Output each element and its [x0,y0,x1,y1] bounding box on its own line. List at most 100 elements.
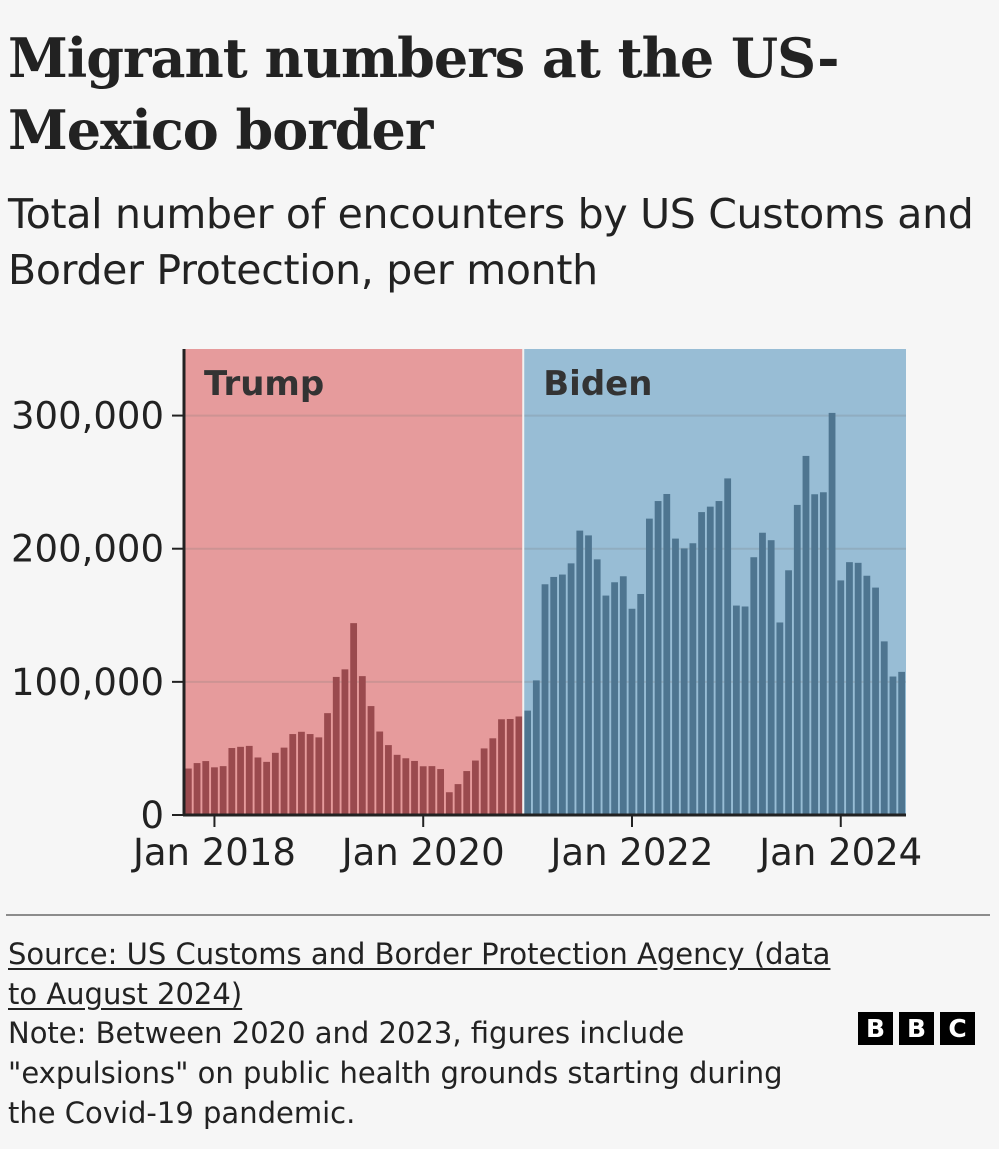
bar [428,766,436,815]
chart-title: Migrant numbers at the US-Mexico border [8,26,840,162]
y-tick-label: 0 [140,794,164,837]
bar [489,738,497,815]
logo-letter-2: B [899,1012,934,1045]
bar [550,576,558,815]
bar [280,747,288,815]
bar [811,494,819,815]
period-label-trump: Trump [204,364,324,404]
source-link[interactable]: Source: US Customs and Border Protection… [8,937,831,1011]
bar [237,746,244,815]
bar [837,580,845,815]
bar [289,734,297,815]
bar [898,671,906,815]
bar [437,769,445,815]
bar [506,719,514,815]
bbc-logo: B B C [858,1012,975,1045]
bar [802,455,810,815]
bar [672,538,679,815]
bar [567,563,575,815]
bar [271,752,279,815]
bar [559,574,566,815]
bar [880,641,888,815]
bar [767,540,775,815]
bar [846,562,853,815]
bar [776,622,784,815]
bar [532,680,540,815]
footnote: Note: Between 2020 and 2023, figures inc… [8,1016,783,1130]
bar [245,745,253,815]
bar [385,745,392,815]
bar [463,771,471,815]
bar [576,530,584,815]
bar [828,412,836,815]
bar [854,562,862,815]
bar [472,760,479,815]
bar [480,748,488,815]
x-tick-label: Jan 2024 [757,831,922,874]
bar [732,605,740,815]
bar [202,761,210,815]
bar [689,543,697,815]
bar [724,478,732,815]
bar [419,766,427,815]
bar [498,719,505,815]
bar [663,493,671,815]
bar [193,763,201,815]
bar [698,512,705,815]
bar [750,557,758,815]
bar [298,731,305,815]
bar [228,748,236,815]
bar [341,669,349,815]
bar [211,767,218,815]
bar [645,518,653,815]
bar [602,595,610,815]
bar [593,559,601,815]
y-tick-label: 300,000 [11,395,164,438]
bar [445,792,453,815]
bar [706,506,714,815]
bar [254,757,262,815]
footer-divider [6,914,990,916]
bar [654,501,662,815]
bar [358,676,366,815]
bar [680,548,688,815]
bar [585,535,592,815]
bar [402,758,410,815]
period-label-biden: Biden [543,364,652,404]
bar [637,593,645,815]
bar [889,676,897,815]
y-tick-label: 200,000 [11,528,164,571]
x-tick-label: Jan 2020 [340,831,505,874]
bar [306,734,314,815]
bar [515,716,523,815]
bar [350,623,358,815]
bar [184,768,192,815]
bar [759,532,766,815]
bar [367,706,375,815]
logo-letter-1: B [858,1012,893,1045]
bar [741,606,749,815]
bar [863,575,871,815]
bar-chart: Trump Biden 0 100,000 200,000 300,000 Jan 2018… [11,349,922,874]
chart-subtitle: Total number of encounters by US Customs… [8,190,974,294]
y-tick-label: 100,000 [11,661,164,704]
bar [332,676,340,815]
bar [411,760,418,815]
x-tick-label: Jan 2018 [131,831,296,874]
bar [715,501,723,815]
bar [263,761,271,815]
bar [785,570,792,815]
bar [793,504,801,815]
bar [872,587,879,815]
bar [819,492,827,815]
bar [219,766,227,815]
x-tick-label: Jan 2022 [549,831,714,874]
bar [611,582,618,815]
bar [628,608,636,815]
bar [393,754,401,815]
bar [315,737,323,815]
bar [541,584,549,815]
logo-letter-3: C [940,1012,975,1045]
bar [376,731,384,815]
bar [524,710,531,815]
